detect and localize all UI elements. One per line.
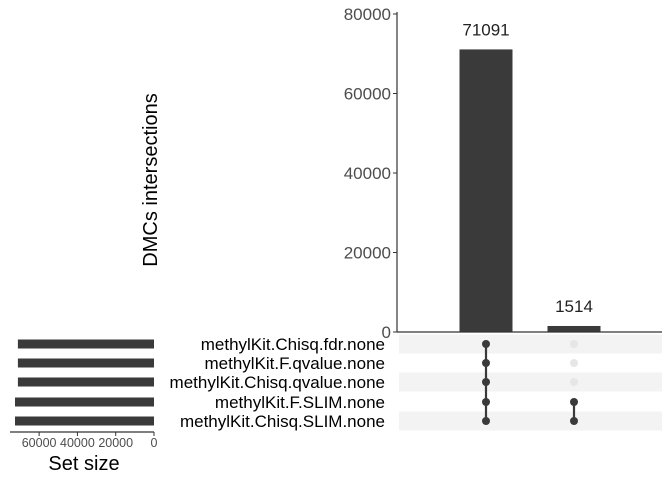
set-size-bar-4	[15, 397, 154, 407]
y-tick-label-2: 20000	[344, 244, 391, 263]
set-size-bars	[15, 339, 155, 426]
matrix-dot-1-1	[482, 340, 490, 348]
set-size-bar-3	[17, 377, 155, 387]
matrix-stripe-5	[399, 411, 662, 431]
matrix-stripe-3	[399, 372, 662, 392]
y-tick-label-1: 0	[382, 323, 391, 342]
matrix-stripe-1	[399, 334, 662, 354]
set-size-tick-label-1: 60000	[22, 436, 57, 450]
intersection-bar-2	[547, 325, 601, 332]
set-name-3: methylKit.Chisq.qvalue.none	[170, 373, 385, 392]
matrix-dot-1-3	[482, 378, 490, 386]
matrix-dot-2-3	[570, 378, 578, 386]
y-axis-title: DMCs intersections	[140, 93, 162, 266]
set-size-tick-label-2: 40000	[60, 436, 95, 450]
intersection-bars-panel: 71091 1514	[459, 20, 601, 333]
set-name-1: methylKit.Chisq.fdr.none	[201, 335, 385, 354]
matrix-dot-1-2	[482, 359, 490, 367]
matrix-dot-2-5	[570, 417, 578, 425]
membership-matrix	[482, 340, 578, 425]
matrix-row-stripes	[399, 334, 662, 431]
matrix-dot-1-4	[482, 398, 490, 406]
intersection-bar-label-2: 1514	[555, 297, 593, 316]
matrix-dot-2-1	[570, 340, 578, 348]
set-name-4: methylKit.F.SLIM.none	[215, 393, 385, 412]
set-size-bar-2	[17, 358, 155, 368]
set-size-axis-title: Set size	[48, 453, 119, 475]
matrix-dot-2-4	[570, 398, 578, 406]
y-tick-label-5: 80000	[344, 5, 391, 24]
set-name-2: methylKit.F.qvalue.none	[205, 354, 386, 373]
y-tick-label-4: 60000	[344, 85, 391, 104]
intersection-bar-label-1: 71091	[462, 20, 509, 39]
set-size-tick-label-3: 20000	[98, 436, 133, 450]
set-size-bar-1	[17, 339, 155, 349]
intersection-bar-1	[459, 49, 513, 333]
set-name-labels: methylKit.Chisq.fdr.nonemethylKit.F.qval…	[170, 335, 385, 431]
intersection-y-axis: 0 20000 40000 60000 80000 DMCs intersections	[140, 5, 662, 342]
set-name-5: methylKit.Chisq.SLIM.none	[180, 412, 385, 431]
y-tick-label-3: 40000	[344, 164, 391, 183]
set-size-tick-label-4: 0	[151, 436, 158, 450]
set-size-axis: 60000 40000 20000 0 Set size	[10, 431, 158, 475]
matrix-dot-1-5	[482, 417, 490, 425]
set-size-bar-5	[15, 416, 154, 426]
matrix-dot-2-2	[570, 359, 578, 367]
